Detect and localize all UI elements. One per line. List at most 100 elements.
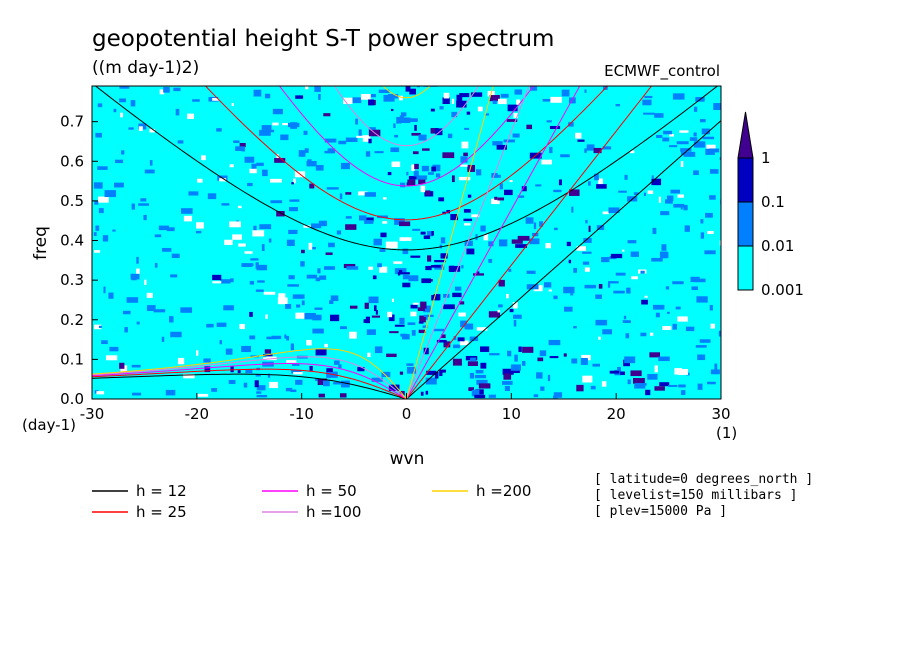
spectrum-cell [602,329,613,335]
spectrum-cell [459,93,470,98]
spectrum-cell [253,89,262,97]
spectrum-cell [460,320,467,328]
spectrum-cell [582,261,590,265]
spectrum-cell [630,251,639,257]
spectrum-cell [300,261,305,267]
spectrum-cell [539,350,547,357]
x-tick-label: -20 [185,405,210,423]
plot-background [92,86,721,399]
colorbar-arrow [737,111,754,159]
spectrum-cell [517,235,530,241]
spectrum-cell [425,265,432,271]
spectrum-cell [262,169,268,177]
spectrum-cell [326,368,333,373]
spectrum-cell [177,140,184,144]
spectrum-cell [707,381,716,385]
spectrum-cell [128,127,134,130]
spectrum-cell [522,346,534,353]
spectrum-cell [506,119,518,122]
spectrum-cell [570,293,574,296]
spectrum-cell [312,314,322,321]
spectrum-cell [434,371,439,379]
spectrum-cell [312,328,324,334]
spectrum-cell [709,304,713,311]
spectrum-cell [623,315,627,320]
spectrum-cell [440,253,448,259]
spectrum-cell [693,132,697,137]
spectrum-cell [247,182,253,187]
spectrum-cell [492,141,503,146]
spectrum-cell [408,275,419,282]
gravity-curve [333,86,480,147]
spectrum-cell [251,163,257,170]
spectrum-cell [663,130,673,135]
spectrum-cell [394,218,405,225]
spectrum-cell [282,123,291,126]
spectrum-cell [399,237,412,241]
spectrum-cell [573,325,577,329]
metadata-line: [ levelist=150 millibars ] [594,488,798,503]
spectrum-cell [143,214,147,221]
spectrum-cell [162,247,172,252]
spectrum-cell [533,394,539,398]
spectrum-cell [244,251,253,254]
spectrum-cell [471,214,480,218]
spectrum-cell [553,295,558,300]
spectrum-cell [679,130,689,133]
spectrum-cell [476,379,488,385]
spectrum-cell [324,343,328,348]
spectrum-cell [291,363,300,366]
spectrum-cell [131,364,141,368]
spectrum-cell [154,234,162,238]
spectrum-cell [593,147,602,154]
spectrum-cell [651,178,662,186]
spectrum-cell [130,273,140,280]
spectrum-cell [412,228,421,231]
x-unit-label: (1) [716,424,737,442]
spectrum-cell [374,346,383,354]
spectrum-cell [362,135,371,142]
y-tick-label: 0.7 [60,113,84,131]
spectrum-cell [371,315,380,318]
spectrum-cell [582,251,592,254]
spectrum-cell [669,145,678,148]
spectrum-cell [401,334,410,340]
spectrum-cell [394,324,405,327]
spectrum-cell [503,189,513,196]
spectrum-cell [431,295,440,301]
spectrum-cell [458,176,471,181]
spectrum-cell [467,164,476,172]
spectrum-cell [304,313,316,320]
rossby-curve [92,363,407,399]
spectrum-cell [318,220,328,227]
spectrum-cell [317,268,321,274]
y-axis: 0.0 0.1 0.2 0.3 0.4 0.5 0.6 0.7 [60,113,98,408]
spectrum-cell [602,146,612,150]
spectrum-cell [345,137,358,142]
spectrum-cell [643,192,646,196]
spectrum-cell [537,357,544,362]
spectrum-cell [513,314,522,319]
spectrum-cell [144,279,147,285]
spectrum-cell [364,192,376,197]
spectrum-cell [237,205,242,209]
spectrum-cell [216,322,227,327]
dataset-label: ECMWF_control [604,62,720,81]
spectrum-cell [136,268,140,275]
spectrum-cell [181,208,193,214]
spectrum-cell [188,191,199,196]
metadata-line: [ plev=15000 Pa ] [594,504,727,519]
spectrum-cell [231,103,234,106]
gravity-curve [94,86,719,251]
spectrum-cell [654,386,665,391]
spectrum-cell [601,257,610,263]
spectrum-cell [253,225,257,232]
spectrum-cell [645,389,651,396]
kelvin-curve [406,120,721,399]
spectrum-cell [685,326,695,332]
spectrum-cell [290,343,295,351]
spectrum-cell [460,156,468,163]
spectrum-cell [571,206,574,213]
x-tick-label: -10 [289,405,314,423]
spectrum-cell [683,151,696,157]
